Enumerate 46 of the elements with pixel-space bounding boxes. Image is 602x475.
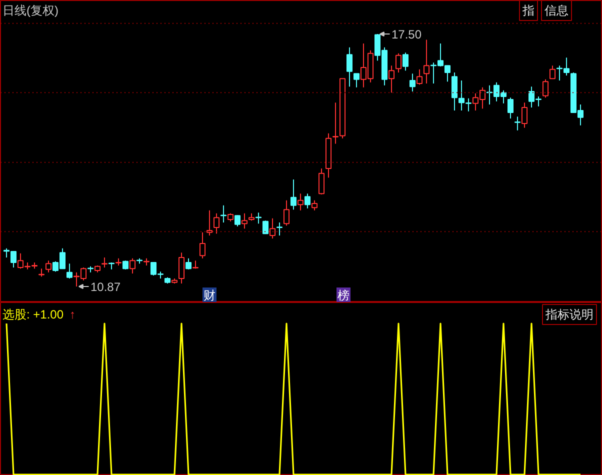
candlestick (542, 78, 549, 98)
candlestick (45, 260, 52, 273)
candlestick (185, 258, 192, 270)
candlestick (549, 65, 556, 80)
annotation: 财 (204, 288, 216, 302)
candlestick (262, 220, 269, 234)
candlestick (234, 214, 241, 227)
candlestick (514, 116, 521, 131)
chart-title: 选股: +1.00 (2, 308, 64, 322)
candlestick (388, 65, 395, 94)
candlestick (311, 200, 318, 211)
candlestick (402, 52, 409, 72)
candlestick (255, 212, 262, 224)
candlestick (304, 193, 311, 209)
candlestick (451, 72, 458, 112)
candlestick (353, 73, 360, 88)
candlestick (241, 212, 248, 230)
candlestick (290, 178, 297, 210)
candlestick (409, 73, 416, 92)
candlestick (199, 232, 206, 259)
candlestick (332, 102, 339, 144)
annotation: 指 (522, 4, 534, 18)
candlestick (521, 102, 528, 128)
candlestick (395, 52, 402, 73)
candlestick (297, 193, 304, 211)
candlestick (507, 97, 514, 120)
candlestick (283, 200, 290, 226)
candlestick (129, 258, 136, 274)
annotation: 榜 (338, 288, 350, 302)
candlestick (346, 46, 353, 88)
candlestick (276, 222, 283, 236)
annotation: 信息 (544, 4, 568, 18)
candlestick (101, 257, 108, 268)
text: 指标说明 (544, 308, 594, 322)
annotation: 17.50 (392, 28, 422, 42)
chart-title: 日线(复权) (2, 4, 58, 18)
candlestick (178, 252, 185, 284)
candlestick (269, 218, 276, 240)
candlestick (423, 39, 430, 84)
annotation: 10.87 (90, 280, 121, 294)
candlestick (66, 263, 73, 280)
candlestick (416, 68, 423, 86)
candlestick (318, 168, 325, 195)
candlestick (213, 212, 220, 234)
candlestick (206, 210, 213, 236)
text: ↑ (70, 308, 76, 322)
